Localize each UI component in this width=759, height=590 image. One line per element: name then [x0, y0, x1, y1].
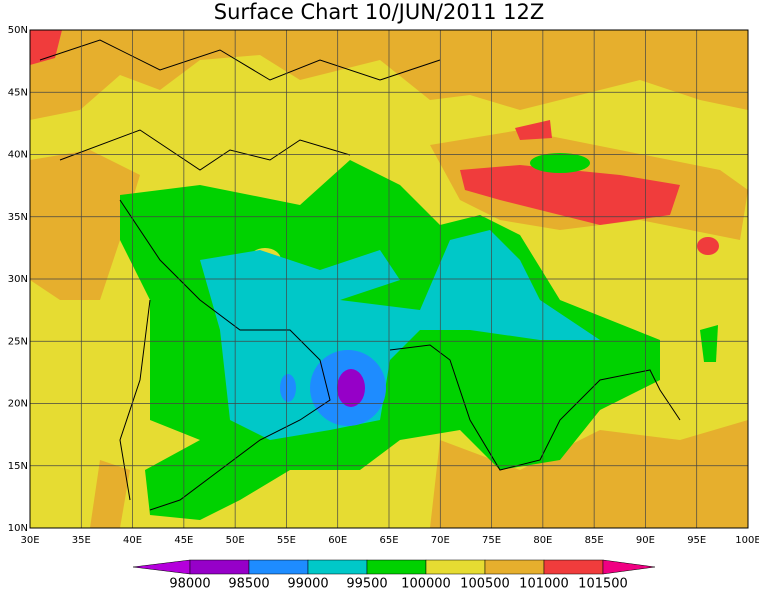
x-tick-label: 50E: [226, 535, 245, 546]
x-tick-label: 35E: [72, 535, 91, 546]
y-tick-label: 45N: [8, 87, 28, 98]
colorbar-box: [484, 559, 545, 575]
x-tick-label: 75E: [482, 535, 501, 546]
colorbar-label: 101000: [519, 577, 569, 590]
colorbar-box: [543, 559, 604, 575]
x-tick-label: 100E: [735, 535, 759, 546]
colorbar-end: [602, 559, 656, 575]
grid: 30E 35E 40E 45E 50E 55E 60E 65E 70E 75E 80E 85E 90E 9…: [8, 25, 759, 546]
colorbar-label: 100000: [401, 577, 451, 590]
y-tick-label: 20N: [8, 399, 28, 410]
y-tick-label: 10N: [8, 523, 28, 534]
x-tick-label: 30E: [20, 535, 39, 546]
y-tick-label: 15N: [8, 461, 28, 472]
y-tick-label: 35N: [8, 212, 28, 223]
colorbar-end: [132, 559, 191, 575]
colorbar-label: 98000: [169, 577, 210, 590]
colorbar-box: [425, 559, 486, 575]
title: Surface Chart 10/JUN/2011 12Z: [214, 0, 544, 24]
y-tick-label: 30N: [8, 274, 28, 285]
colorbar: 98000 98500 99000 99500 100000 100500 101000 10…: [132, 559, 656, 590]
x-tick-label: 45E: [174, 535, 193, 546]
colorbar-box: [307, 559, 368, 575]
colorbar-box: [189, 559, 250, 575]
colorbar-label: 99000: [287, 577, 328, 590]
colorbar-label: 98500: [228, 577, 269, 590]
x-tick-label: 55E: [277, 535, 296, 546]
y-tick-label: 40N: [8, 150, 28, 161]
colorbar-box: [248, 559, 309, 575]
x-tick-label: 80E: [533, 535, 552, 546]
y-tick-label: 50N: [8, 25, 28, 36]
map-frame: [29, 29, 749, 529]
x-tick-label: 60E: [328, 535, 347, 546]
x-tick-label: 95E: [687, 535, 706, 546]
y-tick-label: 25N: [8, 336, 28, 347]
colorbar-label: 99500: [346, 577, 387, 590]
colorbar-label: 101500: [578, 577, 628, 590]
x-tick-label: 70E: [431, 535, 450, 546]
colorbar-box: [366, 559, 427, 575]
x-tick-label: 90E: [636, 535, 655, 546]
colorbar-label: 100500: [460, 577, 510, 590]
x-tick-label: 85E: [585, 535, 604, 546]
x-tick-label: 65E: [379, 535, 398, 546]
x-tick-label: 40E: [123, 535, 142, 546]
